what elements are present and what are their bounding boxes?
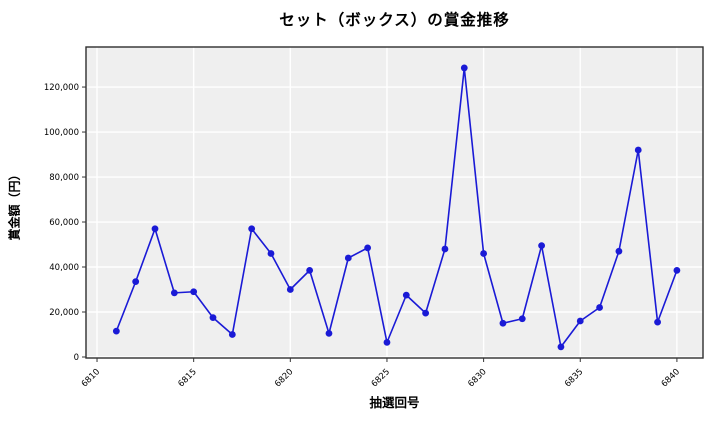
x-tick-label: 6835	[563, 367, 585, 389]
data-point	[557, 343, 565, 351]
y-tick-label: 100,000	[44, 128, 79, 138]
x-tick-label: 6820	[273, 367, 295, 389]
x-tick-label: 6810	[80, 367, 102, 389]
data-point	[480, 250, 488, 257]
data-point	[151, 225, 159, 233]
data-point	[596, 304, 603, 311]
y-tick-label: 20,000	[49, 308, 79, 318]
data-point	[364, 244, 372, 252]
data-point	[344, 254, 352, 262]
x-tick-label: 6840	[660, 367, 682, 389]
data-point	[190, 288, 198, 296]
data-point	[325, 329, 333, 337]
y-tick-label: 120,000	[44, 83, 79, 93]
data-point	[267, 250, 275, 257]
data-point	[499, 319, 507, 327]
y-tick-label: 60,000	[49, 218, 79, 228]
x-tick-label: 6815	[176, 367, 198, 389]
data-point	[518, 315, 526, 323]
data-point	[538, 242, 545, 250]
y-tick-label: 0	[74, 353, 79, 363]
data-point	[306, 266, 314, 274]
data-point	[132, 278, 140, 286]
axes-spines	[85, 46, 704, 359]
data-point	[654, 318, 661, 326]
y-axis-label: 賞金額（円）	[7, 168, 22, 241]
data-point	[248, 225, 256, 233]
data-point	[441, 245, 449, 253]
x-axis-label: 抽選回号	[369, 395, 420, 410]
data-point	[576, 317, 584, 325]
data-point	[170, 289, 178, 297]
data-point	[615, 247, 623, 255]
chart-title: セット（ボックス）の賞金推移	[279, 11, 510, 29]
data-point	[673, 266, 681, 274]
data-point	[209, 314, 217, 322]
x-tick-label: 6830	[466, 367, 488, 389]
data-point	[228, 331, 236, 338]
data-point	[402, 291, 410, 299]
data-point	[286, 286, 294, 293]
y-tick-label: 40,000	[49, 263, 79, 273]
data-point	[460, 64, 468, 72]
data-point	[634, 146, 642, 154]
y-tick-label: 80,000	[49, 173, 79, 183]
data-point	[422, 309, 430, 317]
data-line	[115, 67, 678, 348]
x-tick-label: 6825	[370, 367, 392, 389]
data-point	[383, 338, 391, 346]
data-point	[112, 327, 120, 335]
